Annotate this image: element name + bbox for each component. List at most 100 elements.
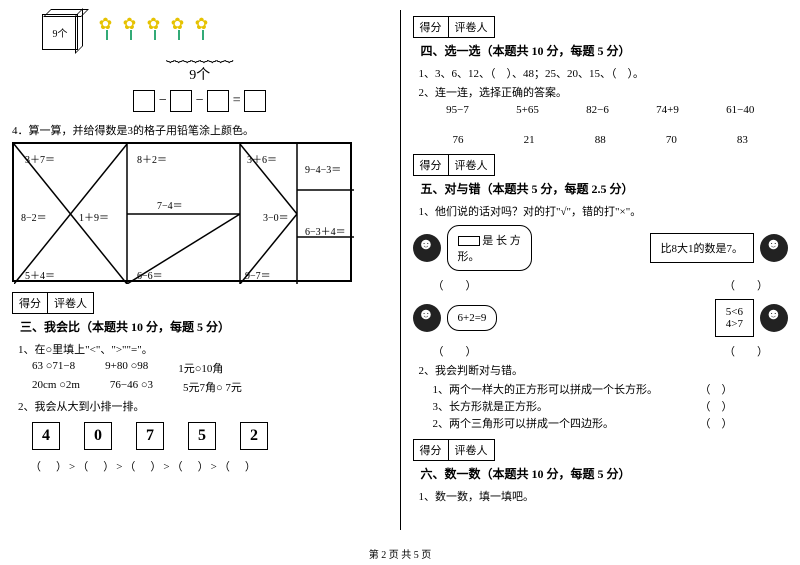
- speech-bubble: 是 长 方 形。: [447, 225, 532, 271]
- bubble-text: 5<6: [726, 306, 743, 318]
- q4-text: 4．算一算，并给得数是3的格子用铅笔涂上颜色。: [12, 122, 388, 138]
- compare-item: 5元7角○ 7元: [183, 379, 242, 395]
- tangram-cell: 3＋7＝: [22, 148, 58, 169]
- judge-paren: （ ）: [700, 398, 733, 414]
- tf-row-2: 6+2=9 5<6 4>7: [413, 299, 789, 337]
- brace-icon: ⏟⏟⏟⏟⏟⏟⏟⏟: [12, 48, 388, 64]
- num-box: 4: [32, 422, 60, 450]
- connect-bottom: 76 21 88 70 83: [423, 134, 779, 146]
- paren-blank: （ ）: [724, 277, 768, 293]
- order-line: （ ）>（ ）>（ ）>（ ）>（ ）: [30, 458, 388, 474]
- equals-sign: =: [233, 93, 241, 108]
- q5-2: 2、我会判断对与错。: [419, 362, 789, 378]
- score-box: 得分 评卷人: [12, 292, 94, 314]
- speech-bubble: 6+2=9: [447, 305, 498, 331]
- connect-top: 95−7 5+65 82−6 74+9 61−40: [423, 104, 779, 116]
- flower-icon: [99, 14, 117, 40]
- bubble-text: 是 长 方: [482, 235, 521, 247]
- compare-item: 63 ○71−8: [32, 360, 75, 376]
- flowers-group: [99, 14, 213, 40]
- cube-label: 9个: [53, 25, 68, 40]
- flower-icon: [147, 14, 165, 40]
- bubble-text: 4>7: [726, 318, 743, 330]
- score-box: 得分 评卷人: [413, 16, 495, 38]
- q4-1: 1、3、6、12、（ ）、48；25、20、15、（ ）。: [419, 65, 789, 81]
- grader-label: 评卷人: [449, 155, 494, 175]
- judge-paren: （ ）: [700, 381, 733, 397]
- grader-label: 评卷人: [48, 293, 93, 313]
- conn-item: 76: [453, 134, 464, 146]
- page-footer: 第 2 页 共 5 页: [0, 546, 800, 561]
- figure-row: 9个: [42, 14, 388, 50]
- conn-item: 70: [666, 134, 677, 146]
- q3-2: 2、我会从大到小排一排。: [18, 398, 388, 414]
- section4-title: 四、选一选（本题共 10 分，每题 5 分）: [421, 44, 631, 58]
- equation-boxes: − − =: [12, 90, 388, 112]
- compare-item: 9+80 ○98: [105, 360, 148, 376]
- score-label: 得分: [414, 440, 449, 460]
- score-label: 得分: [414, 155, 449, 175]
- grader-label: 评卷人: [449, 440, 494, 460]
- section5-header: 得分 评卷人 五、对与错（本题共 5 分，每题 2.5 分）: [413, 154, 789, 197]
- section5-title: 五、对与错（本题共 5 分，每题 2.5 分）: [421, 182, 634, 196]
- blank-icon: [458, 236, 480, 246]
- nine-label: 9个: [12, 64, 388, 84]
- tangram-cell: 8−2＝: [18, 206, 50, 227]
- speech-bubble: 5<6 4>7: [715, 299, 754, 337]
- judge-item: 1、两个一样大的正方形可以拼成一个长方形。 （ ）: [433, 381, 733, 397]
- score-box: 得分 评卷人: [413, 154, 495, 176]
- number-boxes: 4 0 7 5 2: [32, 422, 388, 450]
- tangram-cell: 3−0＝: [260, 206, 292, 227]
- tangram-cell: 6−3＋4＝: [302, 220, 349, 241]
- compare-item: 1元○10角: [178, 360, 223, 376]
- tangram-cell: 3＋6＝: [244, 148, 280, 169]
- tangram-cell: 6−6＝: [134, 264, 166, 285]
- conn-item: 82−6: [586, 104, 609, 116]
- flower-icon: [195, 14, 213, 40]
- speech-bubble: 比8大1的数是7。: [650, 233, 755, 263]
- eq-box[interactable]: [170, 90, 192, 112]
- left-column: 9个 ⏟⏟⏟⏟⏟⏟⏟⏟ 9个 − − = 4．算一算，并给得数是3的格子用铅笔涂…: [0, 0, 400, 540]
- section3-title: 三、我会比（本题共 10 分，每题 5 分）: [20, 320, 230, 334]
- face-icon: [760, 304, 788, 332]
- flower-icon: [123, 14, 141, 40]
- section4-header: 得分 评卷人 四、选一选（本题共 10 分，每题 5 分）: [413, 16, 789, 59]
- conn-item: 83: [737, 134, 748, 146]
- conn-item: 88: [595, 134, 606, 146]
- judge-text: 2、两个三角形可以拼成一个四边形。: [433, 415, 615, 431]
- score-label: 得分: [13, 293, 48, 313]
- eq-box[interactable]: [133, 90, 155, 112]
- face-icon: [413, 304, 441, 332]
- num-box: 2: [240, 422, 268, 450]
- judge-paren: （ ）: [700, 415, 733, 431]
- tangram-diagram: 3＋7＝ 8＋2＝ 3＋6＝ 9−4−3＝ 8−2＝ 1＋9＝ 7−4＝ 3−0…: [12, 142, 352, 282]
- tangram-cell: 8＋2＝: [134, 148, 170, 169]
- minus-sign: −: [196, 93, 204, 108]
- conn-item: 74+9: [656, 104, 679, 116]
- conn-item: 61−40: [726, 104, 754, 116]
- bubble-text: 形。: [458, 251, 480, 263]
- tangram-cell: 5＋4＝: [22, 264, 58, 285]
- compare-item: 76−46 ○3: [110, 379, 153, 395]
- judge-item: 2、两个三角形可以拼成一个四边形。 （ ）: [433, 415, 733, 431]
- eq-box[interactable]: [244, 90, 266, 112]
- conn-item: 95−7: [446, 104, 469, 116]
- tf-row-1: 是 长 方 形。 比8大1的数是7。: [413, 225, 789, 271]
- paren-blank: （ ）: [724, 343, 768, 359]
- judge-item: 3、长方形就是正方形。 （ ）: [433, 398, 733, 414]
- judge-list: 1、两个一样大的正方形可以拼成一个长方形。（ ） 3、长方形就是正方形。（ ） …: [433, 381, 789, 431]
- num-box: 5: [188, 422, 216, 450]
- tangram-cell: 9−7＝: [242, 264, 274, 285]
- q5-1: 1、他们说的话对吗？对的打"√"，错的打"×"。: [419, 203, 789, 219]
- tangram-cell: 1＋9＝: [76, 206, 112, 227]
- q3-1: 1、在○里填上"<"、">""="。: [18, 341, 388, 357]
- section6-title: 六、数一数（本题共 10 分，每题 5 分）: [421, 467, 631, 481]
- judge-text: 3、长方形就是正方形。: [433, 398, 549, 414]
- num-box: 7: [136, 422, 164, 450]
- flower-icon: [171, 14, 189, 40]
- face-icon: [413, 234, 441, 262]
- score-box: 得分 评卷人: [413, 439, 495, 461]
- compare-item: 20cm ○2m: [32, 379, 80, 395]
- judge-text: 1、两个一样大的正方形可以拼成一个长方形。: [433, 381, 659, 397]
- eq-box[interactable]: [207, 90, 229, 112]
